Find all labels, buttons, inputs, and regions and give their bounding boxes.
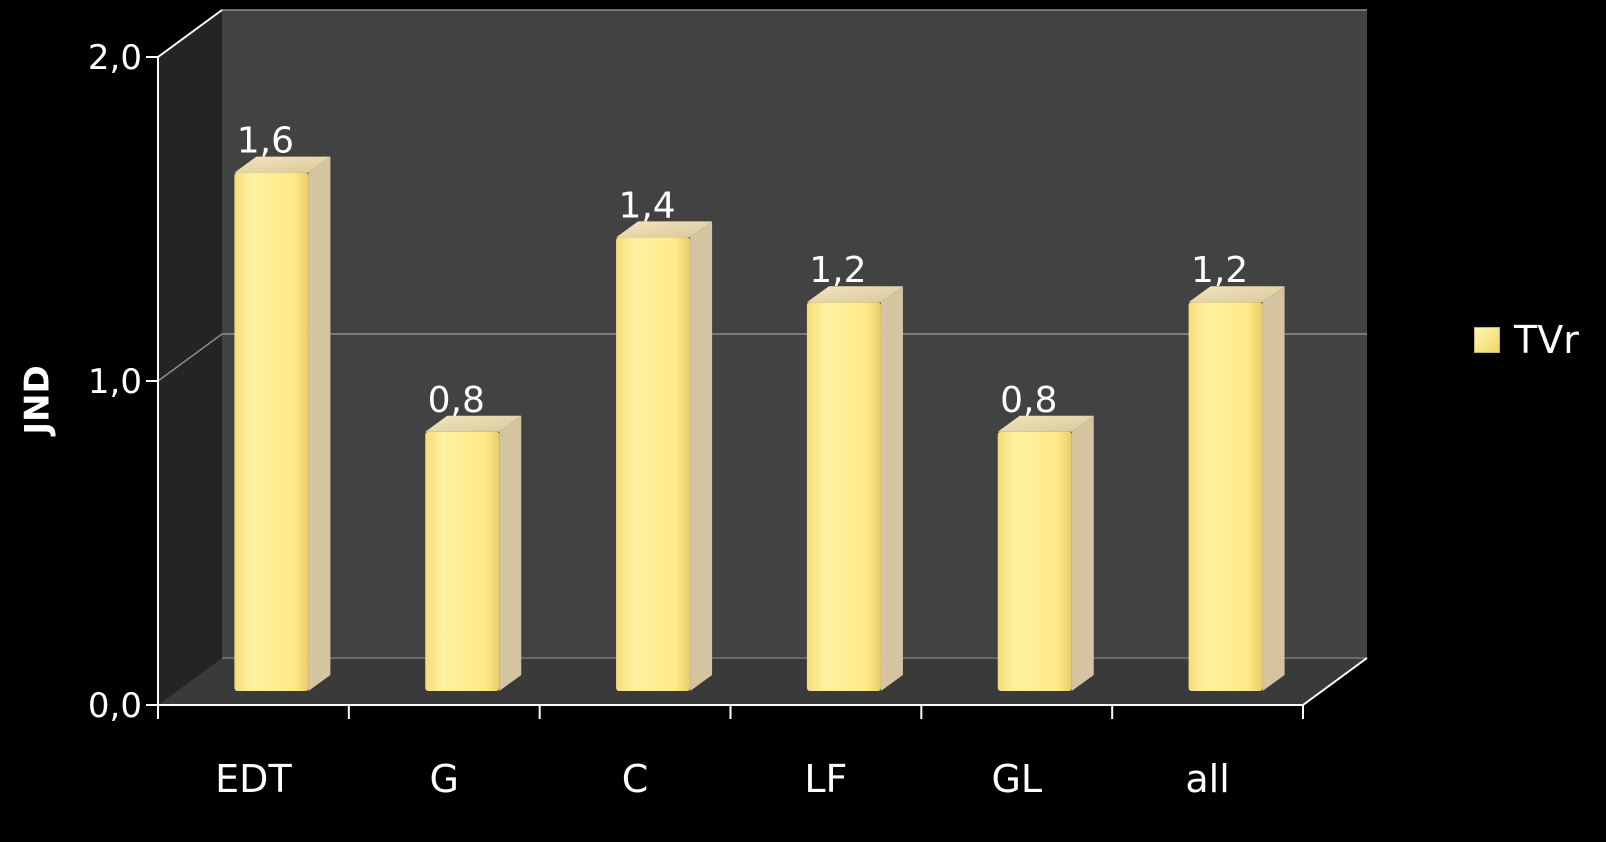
bar <box>1188 302 1263 691</box>
bar-side <box>499 415 522 691</box>
bar-top <box>1188 286 1285 303</box>
bar <box>234 172 309 692</box>
bar <box>425 431 500 691</box>
bar <box>997 431 1072 691</box>
x-tick-label: all <box>1185 757 1229 801</box>
x-tick-label: GL <box>991 757 1042 801</box>
bar-top <box>616 221 713 238</box>
data-label: 0,8 <box>428 380 485 421</box>
bar-top <box>997 415 1094 432</box>
x-tick-label: EDT <box>215 757 292 801</box>
x-tick-label: C <box>622 757 649 801</box>
data-label: 1,4 <box>618 185 675 226</box>
y-tick-label: 1,0 <box>88 362 142 402</box>
y-tick-label: 2,0 <box>88 38 142 78</box>
data-label: 1,2 <box>809 250 866 291</box>
bar <box>806 302 881 691</box>
bar-side <box>308 156 331 692</box>
y-axis-label-text: JND <box>18 365 59 435</box>
x-tick-label: LF <box>804 757 847 801</box>
legend-label: TVr <box>1514 318 1579 362</box>
x-axis-right-edge <box>1302 657 1368 706</box>
floor <box>158 658 1367 705</box>
bar-side <box>690 221 713 691</box>
bar-top <box>425 415 522 432</box>
bar <box>616 237 691 691</box>
legend: TVr <box>1474 318 1579 362</box>
data-label: 0,8 <box>1000 380 1057 421</box>
bar-top <box>234 156 331 173</box>
data-label: 1,6 <box>237 121 294 162</box>
gridline <box>157 333 1367 382</box>
bar-side <box>880 286 903 691</box>
y-axis-top-edge <box>157 9 223 58</box>
legend-swatch <box>1474 327 1500 353</box>
x-tick-label: G <box>430 757 459 801</box>
bar-side <box>1071 415 1094 691</box>
bar-side <box>1262 286 1285 691</box>
data-label: 1,2 <box>1191 250 1248 291</box>
y-tick-label: 0,0 <box>88 686 142 726</box>
y-axis-label: JND <box>8 300 68 500</box>
bar-top <box>806 286 903 303</box>
